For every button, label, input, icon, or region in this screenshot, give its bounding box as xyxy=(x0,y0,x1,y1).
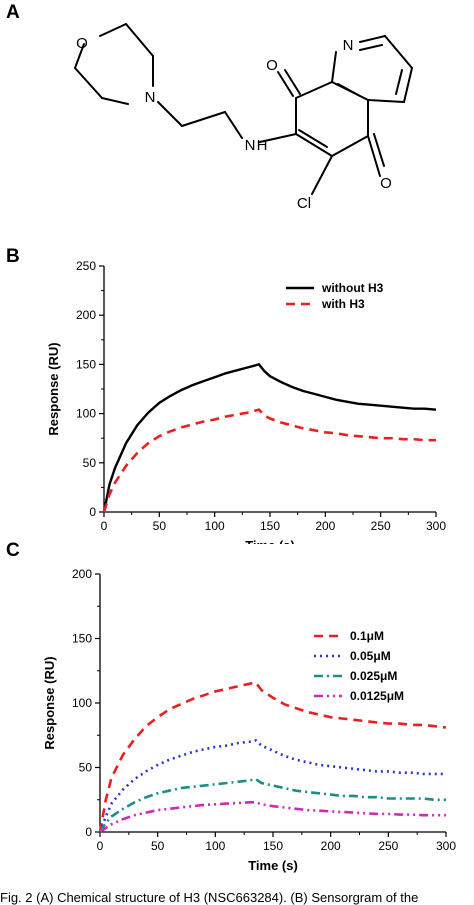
chart-c-legend-label-2: 0.05μM xyxy=(350,649,391,663)
atom-nitrogen-amine: N xyxy=(245,137,256,154)
chart-c-series-line-2 xyxy=(98,738,446,833)
chart-c-x-tick-label: 250 xyxy=(378,839,398,853)
chart-c-x-tick-label: 50 xyxy=(151,839,165,853)
chart-c-series-line-3 xyxy=(98,777,446,833)
chart-b-x-tick-label: 250 xyxy=(371,519,391,533)
chart-b-y-tick-label: 50 xyxy=(83,456,97,470)
chart-c-y-tick-label: 0 xyxy=(85,825,92,839)
sensorgram-chart-b: 0 50 100 150 200 250 300 0 50 100 150 200 250 Time (s… xyxy=(46,259,446,544)
chart-c-y-tick-label: 150 xyxy=(72,632,92,646)
chart-b-y-axis-label: Response (RU) xyxy=(46,342,61,435)
chart-c-x-tick-label: 200 xyxy=(321,839,341,853)
chart-c-y-tick-label: 200 xyxy=(72,567,92,581)
chart-b-legend-label-1: without H3 xyxy=(321,281,384,295)
sensorgram-chart-c: 0 50 100 150 200 250 300 0 50 100 150 200 Time (s) Re… xyxy=(42,567,456,873)
chart-b-series-line-2 xyxy=(102,408,436,513)
chart-b-x-tick-label: 100 xyxy=(205,519,225,533)
atom-oxygen-upper-carbonyl: O xyxy=(266,57,278,74)
chart-b-y-tick-label: 250 xyxy=(76,259,96,273)
chart-b-y-tick-label: 100 xyxy=(76,407,96,421)
chart-c-x-axis-label: Time (s) xyxy=(248,858,298,873)
chart-b-y-tick-label: 0 xyxy=(89,505,96,519)
chart-b-x-tick-label: 50 xyxy=(153,519,167,533)
chart-b-x-tick-label: 0 xyxy=(101,519,108,533)
chart-c-legend-label-1: 0.1μM xyxy=(350,629,384,643)
atom-oxygen-lower-carbonyl: O xyxy=(380,175,392,192)
panel-label-c: C xyxy=(6,540,20,561)
chart-c-y-axis-label: Response (RU) xyxy=(42,656,57,749)
atom-nitrogen-pyridine: N xyxy=(343,37,354,54)
chart-c-x-tick-label: 100 xyxy=(205,839,225,853)
chemical-structure: O N N H O O Cl N xyxy=(74,23,413,212)
atom-oxygen-morpholine: O xyxy=(76,35,88,52)
atom-nitrogen-morpholine: N xyxy=(145,89,156,106)
chart-c-y-tick-label: 100 xyxy=(72,696,92,710)
chart-c-legend-label-3: 0.025μM xyxy=(350,669,397,683)
chart-b-x-tick-label: 200 xyxy=(315,519,335,533)
figure-caption: Fig. 2 (A) Chemical structure of H3 (NSC… xyxy=(0,890,419,905)
panel-label-b: B xyxy=(6,246,20,267)
chart-c-series-line-1 xyxy=(98,680,447,833)
chart-c-x-tick-label: 150 xyxy=(263,839,283,853)
chart-b-x-axis-label: Time (s) xyxy=(245,538,295,544)
chart-c-x-tick-label: 300 xyxy=(436,839,456,853)
chart-b-legend-label-2: with H3 xyxy=(321,297,365,311)
chart-c-legend-label-4: 0.0125μM xyxy=(350,689,404,703)
panel-label-a: A xyxy=(6,2,20,23)
chart-c-series-line-4 xyxy=(99,801,446,834)
chart-c-x-tick-label: 0 xyxy=(97,839,104,853)
atom-chlorine: Cl xyxy=(297,195,311,212)
chart-b-x-tick-label: 300 xyxy=(426,519,446,533)
chart-b-y-tick-label: 150 xyxy=(76,357,96,371)
chart-c-y-tick-label: 50 xyxy=(79,761,93,775)
chart-b-y-tick-label: 200 xyxy=(76,308,96,322)
chart-b-x-tick-label: 150 xyxy=(260,519,280,533)
atom-hydrogen-amine: H xyxy=(257,137,268,154)
chart-b-series-line-1 xyxy=(102,363,437,513)
